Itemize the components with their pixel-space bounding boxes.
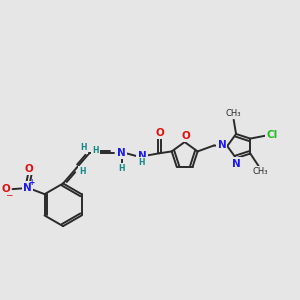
Text: CH₃: CH₃ (252, 167, 268, 176)
Text: N: N (23, 183, 32, 193)
Text: O: O (25, 164, 33, 174)
Text: N: N (118, 148, 126, 158)
Text: H: H (118, 164, 125, 173)
Text: N: N (138, 151, 146, 161)
Text: H: H (92, 146, 99, 155)
Text: N: N (232, 158, 241, 169)
Text: N: N (218, 140, 226, 150)
Text: Cl: Cl (267, 130, 278, 140)
Text: O: O (182, 131, 190, 141)
Text: H: H (81, 143, 87, 152)
Text: H: H (139, 158, 145, 167)
Text: −: − (5, 190, 13, 200)
Text: H: H (79, 167, 85, 176)
Text: O: O (2, 184, 10, 194)
Text: CH₃: CH₃ (226, 109, 242, 118)
Text: O: O (155, 128, 164, 138)
Text: +: + (29, 178, 35, 187)
